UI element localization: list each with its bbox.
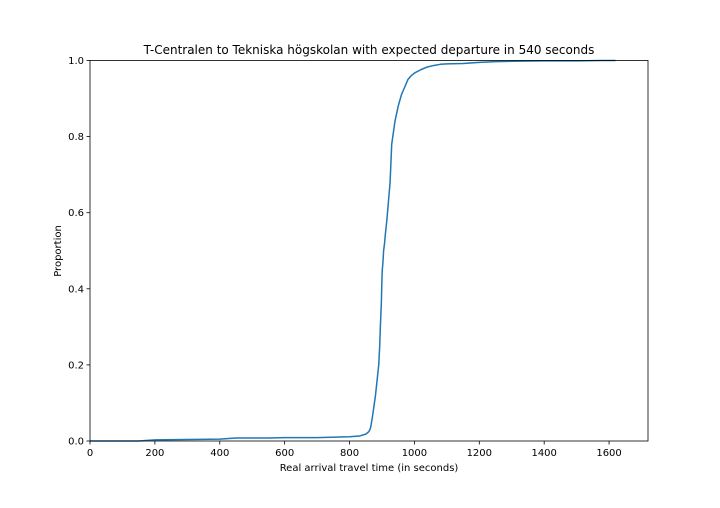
chart-title: T-Centralen to Tekniska högskolan with e… — [143, 43, 595, 57]
y-tick-label: 0.8 — [68, 132, 84, 143]
y-tick-label: 0.4 — [68, 284, 84, 295]
series-line-0 — [90, 59, 616, 442]
y-tick-label: 0.0 — [68, 437, 84, 448]
x-tick-label: 400 — [210, 448, 229, 459]
y-tick-label: 0.2 — [68, 360, 84, 371]
x-tick-label: 600 — [275, 448, 294, 459]
y-tick-label: 0.6 — [68, 208, 84, 219]
x-tick-label: 1200 — [467, 448, 492, 459]
x-tick-label: 1600 — [596, 448, 621, 459]
x-tick-label: 1400 — [531, 448, 556, 459]
y-axis-label: Proportion — [53, 225, 64, 277]
y-axis-ticks: 0.0 0.2 0.4 0.6 0.8 1.0 — [68, 56, 90, 448]
plot-layer — [90, 59, 616, 442]
plot-frame — [89, 60, 649, 442]
x-axis-label: Real arrival travel time (in seconds) — [280, 463, 459, 474]
x-tick-label: 800 — [340, 448, 359, 459]
x-tick-label: 200 — [145, 448, 164, 459]
x-axis-ticks: 0 200 400 600 800 1000 1200 1400 1600 — [87, 441, 622, 459]
y-tick-label: 1.0 — [68, 56, 84, 67]
x-tick-label: 1000 — [402, 448, 427, 459]
x-tick-label: 0 — [87, 448, 93, 459]
